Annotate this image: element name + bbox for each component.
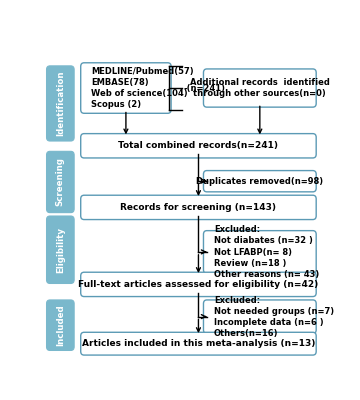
FancyBboxPatch shape xyxy=(203,170,316,192)
Text: Included: Included xyxy=(56,304,65,346)
Text: MEDLINE/Pubmed(57)
EMBASE(78)
Web of science(104)
Scopus (2): MEDLINE/Pubmed(57) EMBASE(78) Web of sci… xyxy=(91,67,194,109)
Text: Full-text articles assessed for eligibility (n=42): Full-text articles assessed for eligibil… xyxy=(78,280,319,289)
Text: Screening: Screening xyxy=(56,158,65,206)
FancyBboxPatch shape xyxy=(81,63,171,113)
FancyBboxPatch shape xyxy=(203,300,316,334)
FancyBboxPatch shape xyxy=(46,300,74,350)
FancyBboxPatch shape xyxy=(81,134,316,158)
Text: Identification: Identification xyxy=(56,71,65,136)
FancyBboxPatch shape xyxy=(81,272,316,296)
Text: Excluded:
Not diabates (n=32 )
Not LFABP(n= 8)
Review (n=18 )
Other reasons (n= : Excluded: Not diabates (n=32 ) Not LFABP… xyxy=(214,225,319,279)
Text: Eligibility: Eligibility xyxy=(56,227,65,273)
Text: Articles included in this meta-analysis (n=13): Articles included in this meta-analysis … xyxy=(82,339,315,348)
FancyBboxPatch shape xyxy=(81,332,316,355)
Text: Duplicates removed(n=98): Duplicates removed(n=98) xyxy=(196,177,323,186)
FancyBboxPatch shape xyxy=(203,231,316,274)
Text: -(n=241): -(n=241) xyxy=(183,84,225,92)
Text: Records for screening (n=143): Records for screening (n=143) xyxy=(121,203,276,212)
FancyBboxPatch shape xyxy=(46,216,74,284)
FancyBboxPatch shape xyxy=(81,195,316,220)
Text: Additional records  identified
through other sources(n=0): Additional records identified through ot… xyxy=(190,78,330,98)
Text: Total combined records(n=241): Total combined records(n=241) xyxy=(118,141,278,150)
FancyBboxPatch shape xyxy=(46,151,74,213)
FancyBboxPatch shape xyxy=(203,69,316,107)
Text: Excluded:
Not needed groups (n=7)
Incomplete data (n=6 )
Others(n=16): Excluded: Not needed groups (n=7) Incomp… xyxy=(214,296,334,338)
FancyBboxPatch shape xyxy=(46,66,74,141)
